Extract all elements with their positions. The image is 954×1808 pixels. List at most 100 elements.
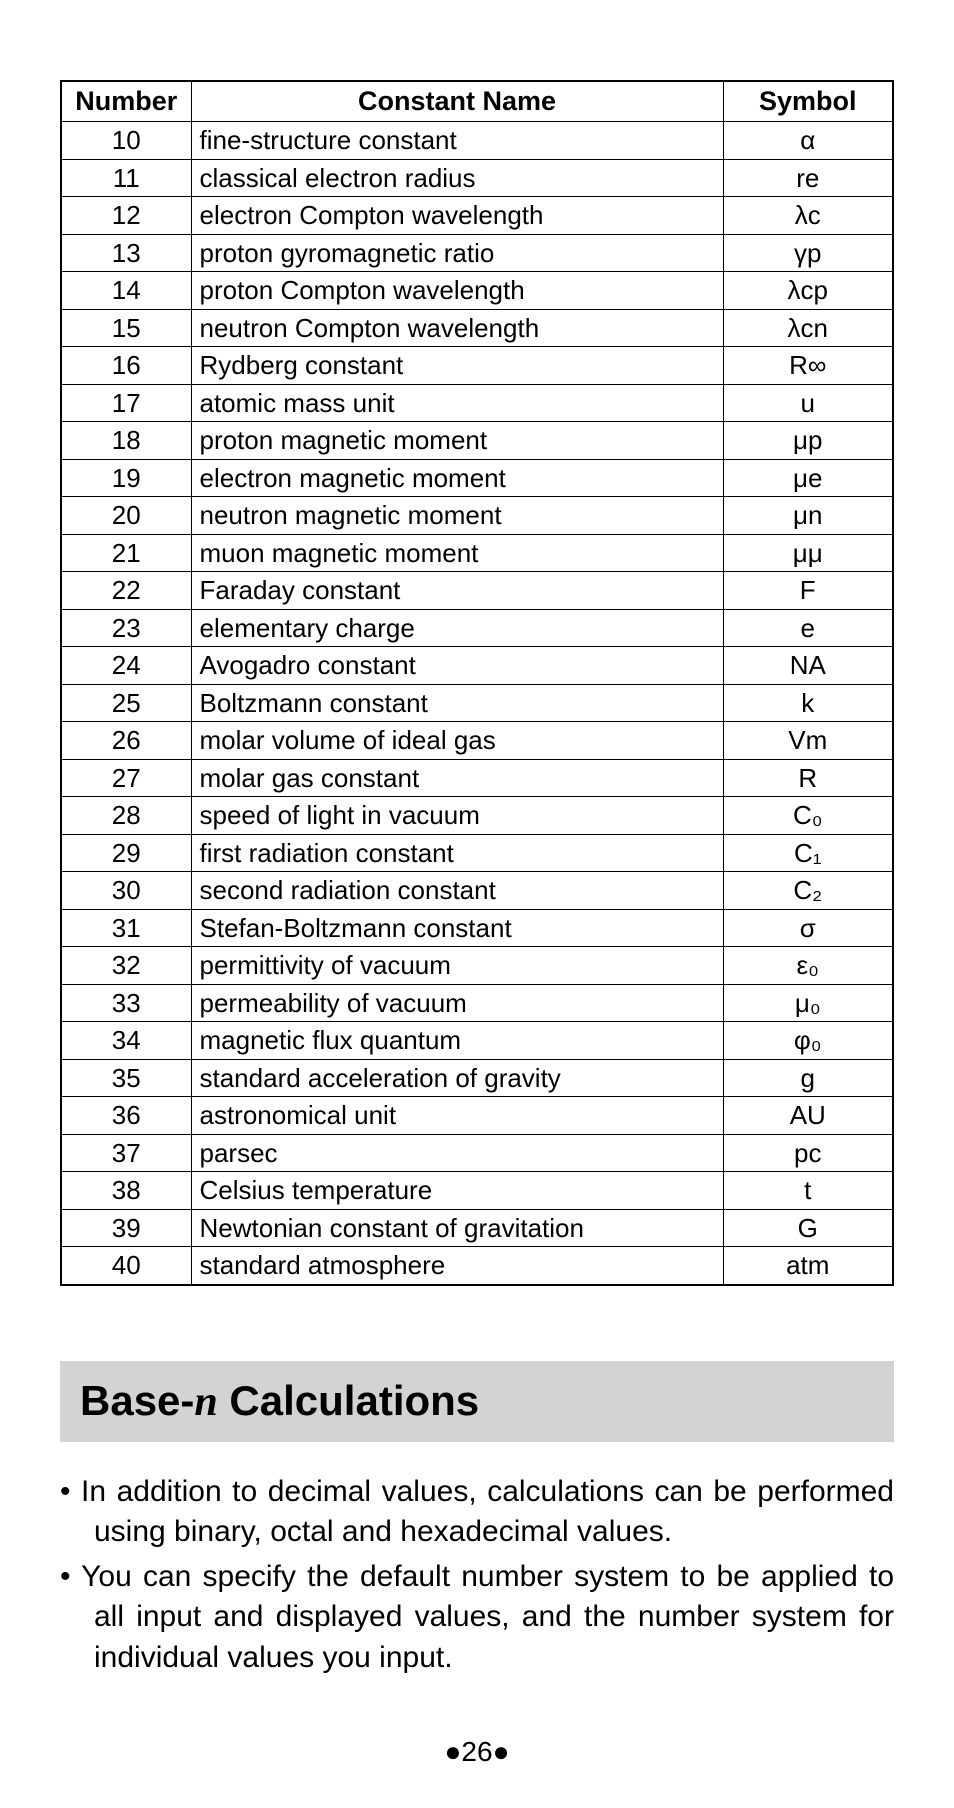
- constants-table: Number Constant Name Symbol 10fine-struc…: [60, 80, 894, 1286]
- cell-name: proton Compton wavelength: [191, 272, 723, 310]
- cell-symbol: C₂: [723, 872, 893, 910]
- table-header-row: Number Constant Name Symbol: [61, 81, 893, 122]
- cell-number: 33: [61, 984, 191, 1022]
- cell-number: 32: [61, 947, 191, 985]
- cell-symbol: e: [723, 609, 893, 647]
- cell-symbol: μp: [723, 422, 893, 460]
- header-name: Constant Name: [191, 81, 723, 122]
- cell-symbol: φ₀: [723, 1022, 893, 1060]
- table-row: 11classical electron radiusre: [61, 159, 893, 197]
- page-number: 26: [461, 1736, 492, 1767]
- table-row: 16Rydberg constantR∞: [61, 347, 893, 385]
- cell-symbol: R∞: [723, 347, 893, 385]
- cell-name: Stefan-Boltzmann constant: [191, 909, 723, 947]
- cell-symbol: μμ: [723, 534, 893, 572]
- cell-symbol: γp: [723, 234, 893, 272]
- cell-symbol: AU: [723, 1097, 893, 1135]
- cell-name: first radiation constant: [191, 834, 723, 872]
- header-symbol: Symbol: [723, 81, 893, 122]
- cell-number: 22: [61, 572, 191, 610]
- page-footer: ●26●: [0, 1736, 954, 1768]
- cell-number: 18: [61, 422, 191, 460]
- cell-symbol: t: [723, 1172, 893, 1210]
- cell-name: Faraday constant: [191, 572, 723, 610]
- cell-symbol: C₀: [723, 797, 893, 835]
- cell-number: 19: [61, 459, 191, 497]
- cell-symbol: Vm: [723, 722, 893, 760]
- cell-symbol: atm: [723, 1247, 893, 1285]
- cell-number: 25: [61, 684, 191, 722]
- heading-ital: n: [194, 1379, 217, 1425]
- cell-name: standard acceleration of gravity: [191, 1059, 723, 1097]
- cell-name: speed of light in vacuum: [191, 797, 723, 835]
- table-row: 14proton Compton wavelengthλcp: [61, 272, 893, 310]
- cell-symbol: k: [723, 684, 893, 722]
- cell-symbol: G: [723, 1209, 893, 1247]
- cell-number: 34: [61, 1022, 191, 1060]
- table-row: 15neutron Compton wavelengthλcn: [61, 309, 893, 347]
- table-row: 38Celsius temperaturet: [61, 1172, 893, 1210]
- cell-name: Boltzmann constant: [191, 684, 723, 722]
- table-row: 12electron Compton wavelengthλc: [61, 197, 893, 235]
- header-number: Number: [61, 81, 191, 122]
- cell-symbol: ε₀: [723, 947, 893, 985]
- table-row: 32permittivity of vacuumε₀: [61, 947, 893, 985]
- table-row: 20neutron magnetic momentμn: [61, 497, 893, 535]
- table-row: 31Stefan-Boltzmann constantσ: [61, 909, 893, 947]
- cell-name: Newtonian constant of gravitation: [191, 1209, 723, 1247]
- cell-symbol: g: [723, 1059, 893, 1097]
- cell-symbol: NA: [723, 647, 893, 685]
- table-row: 29first radiation constantC₁: [61, 834, 893, 872]
- cell-name: elementary charge: [191, 609, 723, 647]
- cell-number: 23: [61, 609, 191, 647]
- cell-number: 30: [61, 872, 191, 910]
- cell-number: 39: [61, 1209, 191, 1247]
- cell-name: neutron Compton wavelength: [191, 309, 723, 347]
- cell-number: 27: [61, 759, 191, 797]
- list-item: In addition to decimal values, calculati…: [60, 1472, 894, 1553]
- table-row: 37parsecpc: [61, 1134, 893, 1172]
- cell-name: classical electron radius: [191, 159, 723, 197]
- cell-number: 20: [61, 497, 191, 535]
- table-row: 26molar volume of ideal gasVm: [61, 722, 893, 760]
- cell-number: 24: [61, 647, 191, 685]
- cell-symbol: μn: [723, 497, 893, 535]
- table-row: 13proton gyromagnetic ratioγp: [61, 234, 893, 272]
- cell-name: proton magnetic moment: [191, 422, 723, 460]
- table-row: 27molar gas constantR: [61, 759, 893, 797]
- table-row: 36astronomical unitAU: [61, 1097, 893, 1135]
- section-heading: Base-n Calculations: [80, 1377, 874, 1426]
- cell-number: 13: [61, 234, 191, 272]
- cell-symbol: C₁: [723, 834, 893, 872]
- cell-number: 31: [61, 909, 191, 947]
- table-row: 17atomic mass unitu: [61, 384, 893, 422]
- cell-name: Celsius temperature: [191, 1172, 723, 1210]
- table-row: 19electron magnetic momentμe: [61, 459, 893, 497]
- bullet-list: In addition to decimal values, calculati…: [60, 1472, 894, 1679]
- table-row: 35standard acceleration of gravityg: [61, 1059, 893, 1097]
- section-heading-bar: Base-n Calculations: [60, 1361, 894, 1442]
- cell-number: 21: [61, 534, 191, 572]
- table-row: 23elementary chargee: [61, 609, 893, 647]
- cell-name: molar volume of ideal gas: [191, 722, 723, 760]
- cell-name: Avogadro constant: [191, 647, 723, 685]
- cell-symbol: re: [723, 159, 893, 197]
- cell-name: parsec: [191, 1134, 723, 1172]
- table-row: 10fine-structure constantα: [61, 122, 893, 160]
- table-row: 24Avogadro constantNA: [61, 647, 893, 685]
- cell-symbol: λcn: [723, 309, 893, 347]
- cell-number: 16: [61, 347, 191, 385]
- heading-prefix: Base-: [80, 1377, 194, 1424]
- cell-number: 37: [61, 1134, 191, 1172]
- cell-number: 26: [61, 722, 191, 760]
- cell-symbol: λc: [723, 197, 893, 235]
- heading-suffix: Calculations: [218, 1377, 479, 1424]
- table-row: 28speed of light in vacuumC₀: [61, 797, 893, 835]
- cell-symbol: μ₀: [723, 984, 893, 1022]
- table-row: 25Boltzmann constantk: [61, 684, 893, 722]
- cell-symbol: α: [723, 122, 893, 160]
- table-row: 21muon magnetic momentμμ: [61, 534, 893, 572]
- cell-number: 12: [61, 197, 191, 235]
- cell-name: permeability of vacuum: [191, 984, 723, 1022]
- cell-number: 15: [61, 309, 191, 347]
